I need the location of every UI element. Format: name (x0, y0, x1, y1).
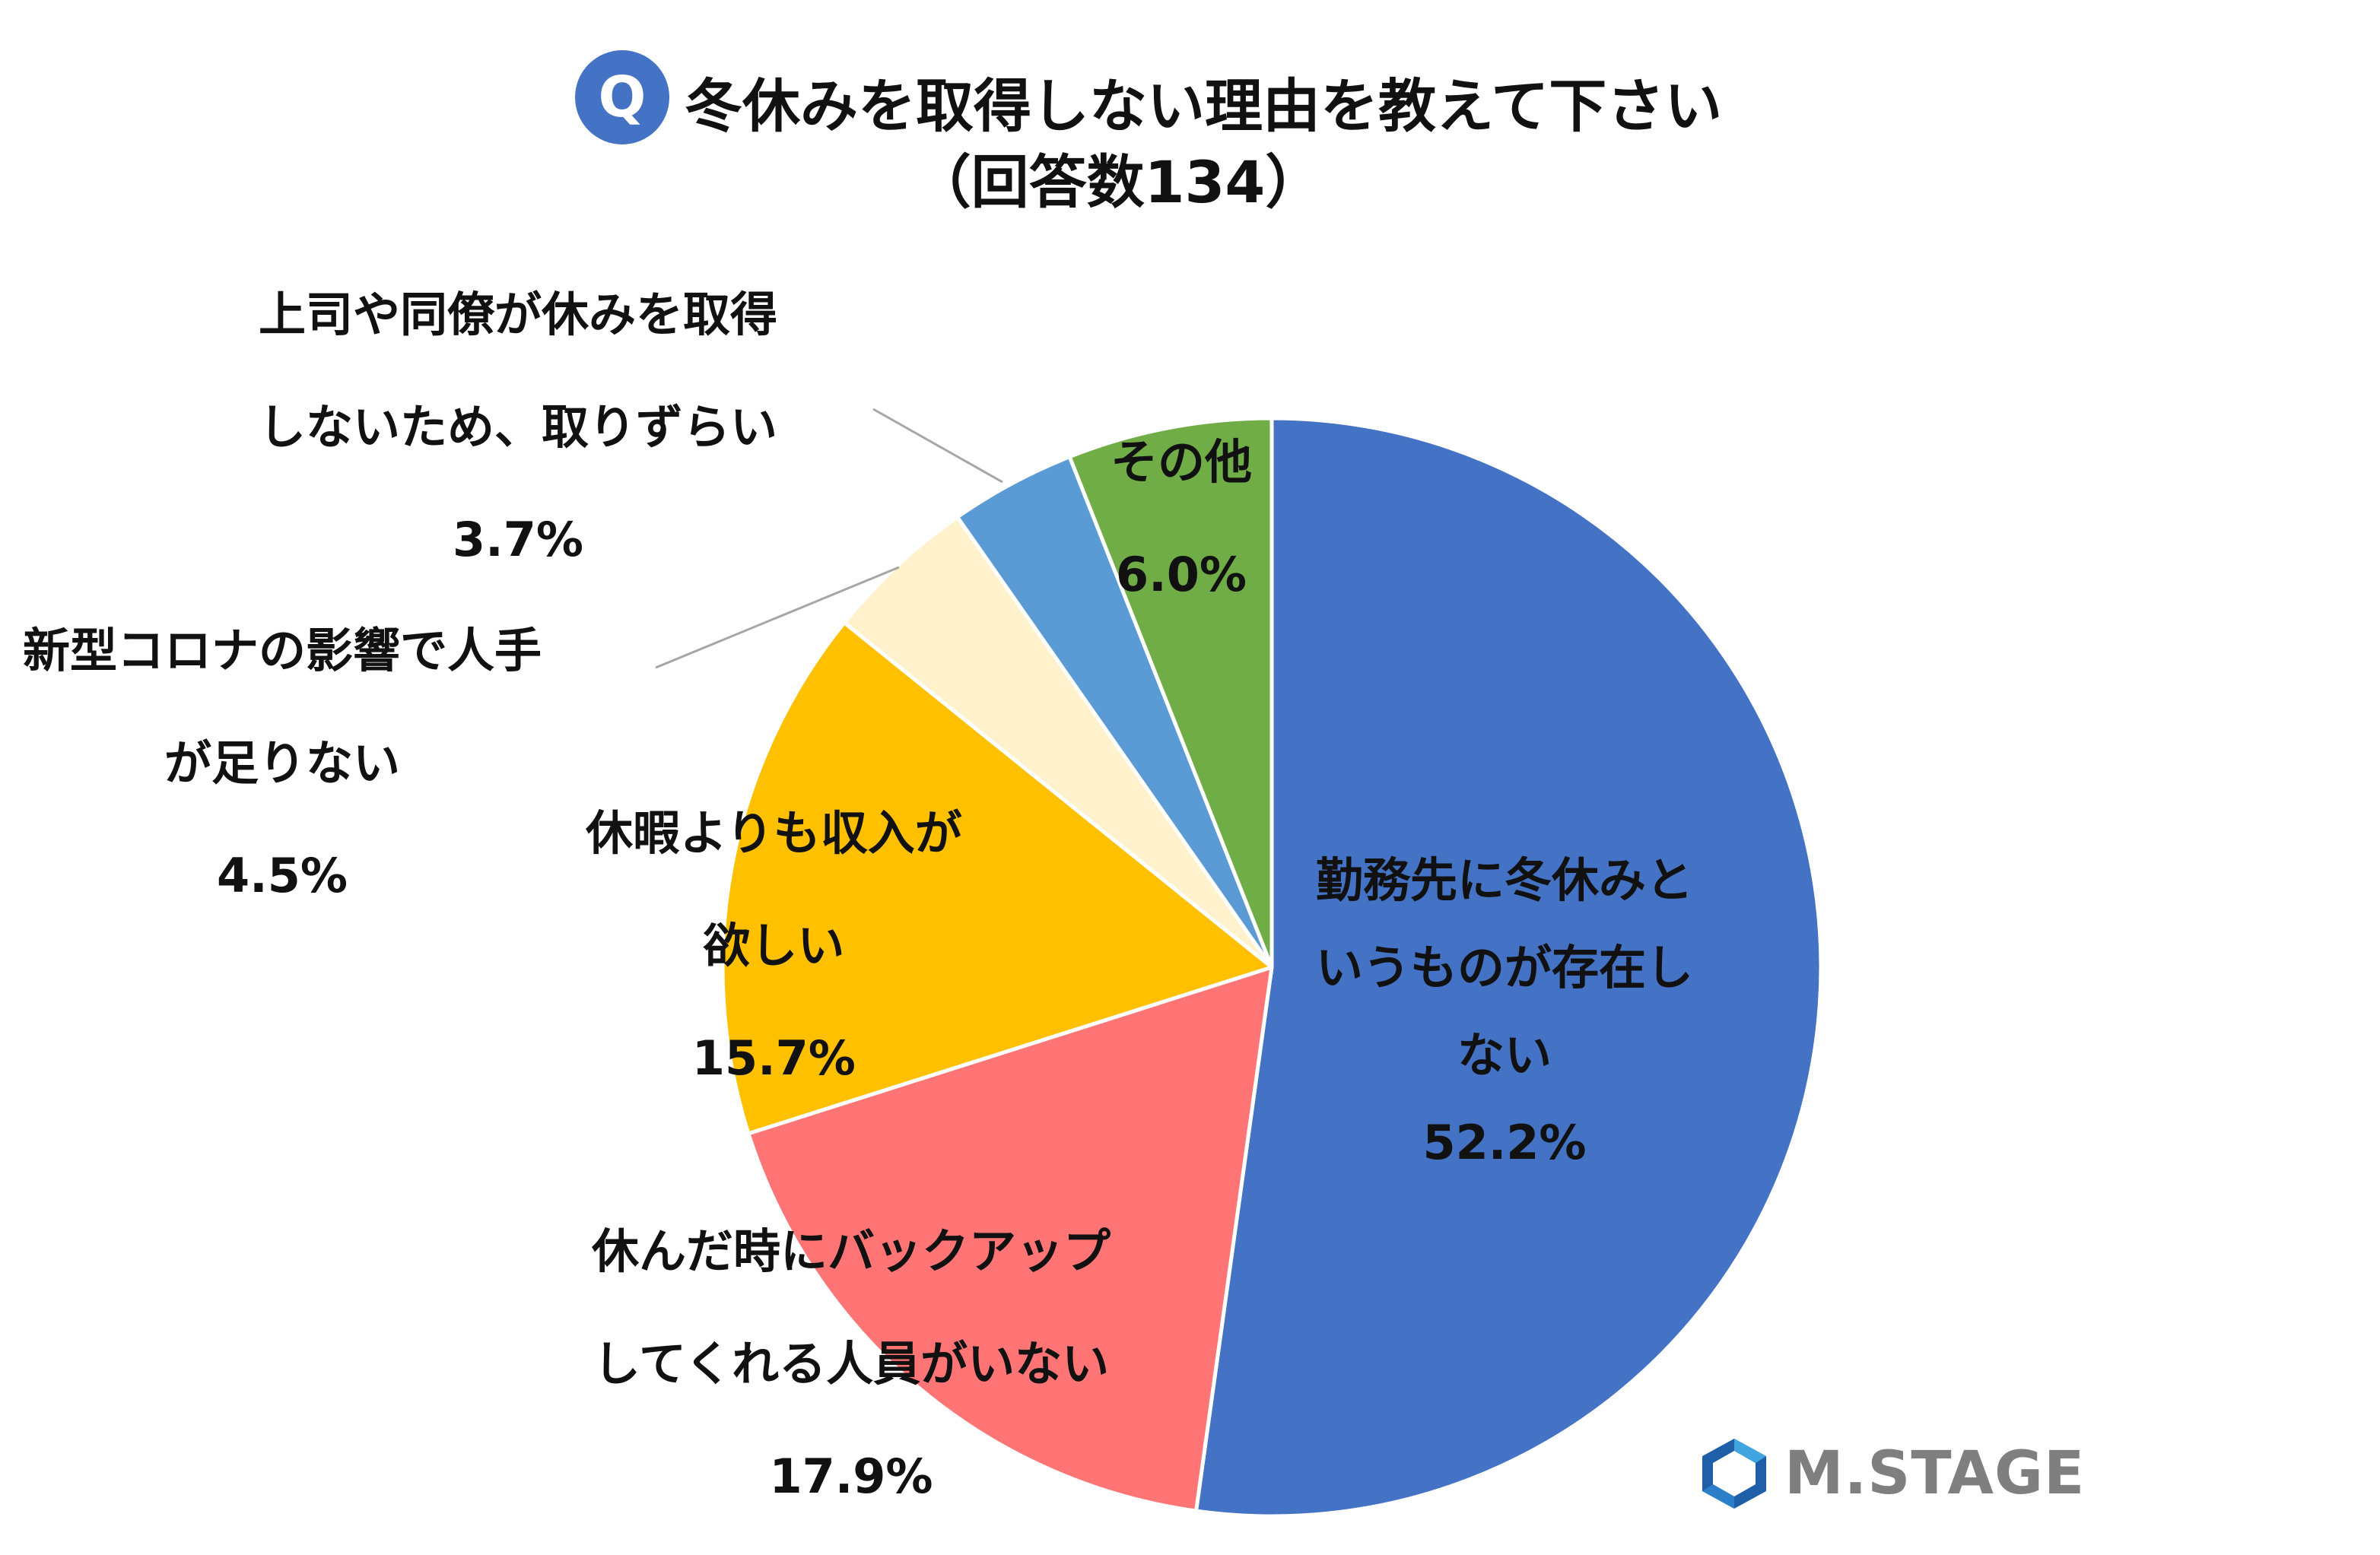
value-label: 3.7% (453, 512, 583, 567)
pie-slice-covid-shortage (842, 515, 1274, 969)
value-label: 4.5% (217, 848, 348, 903)
leader-line-covid (655, 566, 900, 669)
label-prefer-income: 休暇よりも収入が 欲しい 15.7% (586, 777, 962, 1115)
pie-slice-other (1067, 416, 1274, 969)
label-no-backup: 休んだ時にバックアップ してくれる人員がいない 17.9% (592, 1195, 1111, 1533)
pie-slice-no-winter-break (1194, 416, 1823, 1519)
value-label: 6.0% (1116, 547, 1247, 602)
value-label: 17.9% (769, 1449, 933, 1504)
hexagon-logo-icon (1702, 1439, 1766, 1509)
pie-slice-no-backup (746, 965, 1274, 1513)
chart-title: 冬休みを取得しない理由を教えて下さい (685, 72, 1723, 140)
label-no-winter-break: 勤務先に冬休みと いうものが存在し ない 52.2% (1316, 836, 1693, 1186)
label-other: その他 6.0% (1111, 406, 1252, 631)
chart-subtitle: （回答数134） (913, 148, 1323, 216)
mstage-logo: M.STAGE (1698, 1436, 2085, 1512)
label-coworkers-not-taking: 上司や同僚が休みを取得 しないため、取りずらい 3.7% (259, 259, 777, 596)
logo-text: M.STAGE (1784, 1439, 2086, 1508)
question-badge: Q (575, 50, 669, 144)
leader-line-coworkers (872, 408, 1003, 484)
label-covid-shortage: 新型コロナの影響で人手 が足りない 4.5% (23, 595, 542, 932)
value-label: 15.7% (691, 1030, 856, 1086)
value-label: 52.2% (1422, 1115, 1587, 1170)
pie-slice-prefer-income (720, 620, 1274, 1136)
